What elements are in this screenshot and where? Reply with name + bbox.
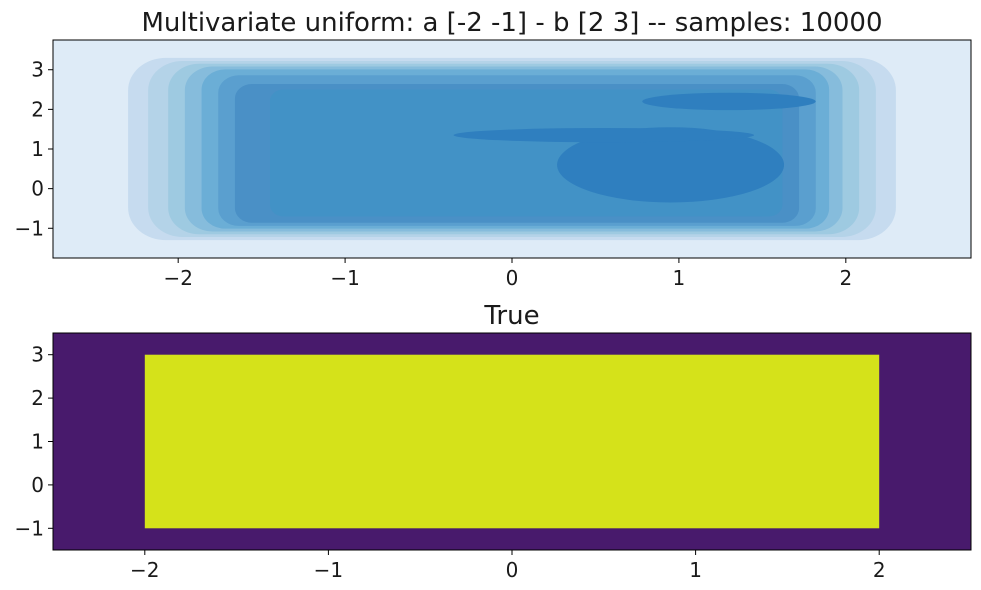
y-tick-label: 2 — [31, 97, 44, 121]
plot-area — [53, 40, 971, 258]
contour-peak-2 — [453, 127, 755, 143]
x-tick-label: −2 — [130, 558, 159, 582]
contour-peak-1 — [642, 92, 816, 111]
heatmap-region-0 — [144, 354, 880, 529]
x-tick-label: 1 — [689, 558, 702, 582]
x-tick-label: −1 — [314, 558, 343, 582]
y-tick-label: 0 — [31, 177, 44, 201]
contour-panel: −2 −1 0 1 2 −1 0 1 2 3 Multivariate uniform: a [-2… — [15, 8, 972, 290]
y-tick-label: −1 — [15, 516, 44, 540]
chart-title: True — [483, 301, 539, 331]
y-tick-label: 0 — [31, 473, 44, 497]
chart-title: Multivariate uniform: a [-2 -1] - b [2 3… — [141, 8, 882, 38]
y-tick-label: −1 — [15, 216, 44, 240]
contour-peak-0 — [557, 127, 785, 203]
x-tick-label: 1 — [673, 266, 686, 290]
x-tick-label: 0 — [506, 266, 519, 290]
y-tick-label: 2 — [31, 386, 44, 410]
x-tick-label: 0 — [506, 558, 519, 582]
true-density-panel: −2 −1 0 1 2 −1 0 1 2 3 True — [15, 301, 972, 582]
x-tick-label: −2 — [163, 266, 192, 290]
x-tick-label: 2 — [839, 266, 852, 290]
y-tick-label: 3 — [31, 58, 44, 82]
x-tick-label: −1 — [330, 266, 359, 290]
x-tick-label: 2 — [873, 558, 886, 582]
plot-area — [53, 333, 971, 550]
y-tick-label: 3 — [31, 343, 44, 367]
y-tick-label: 1 — [31, 137, 44, 161]
y-tick-label: 1 — [31, 430, 44, 454]
